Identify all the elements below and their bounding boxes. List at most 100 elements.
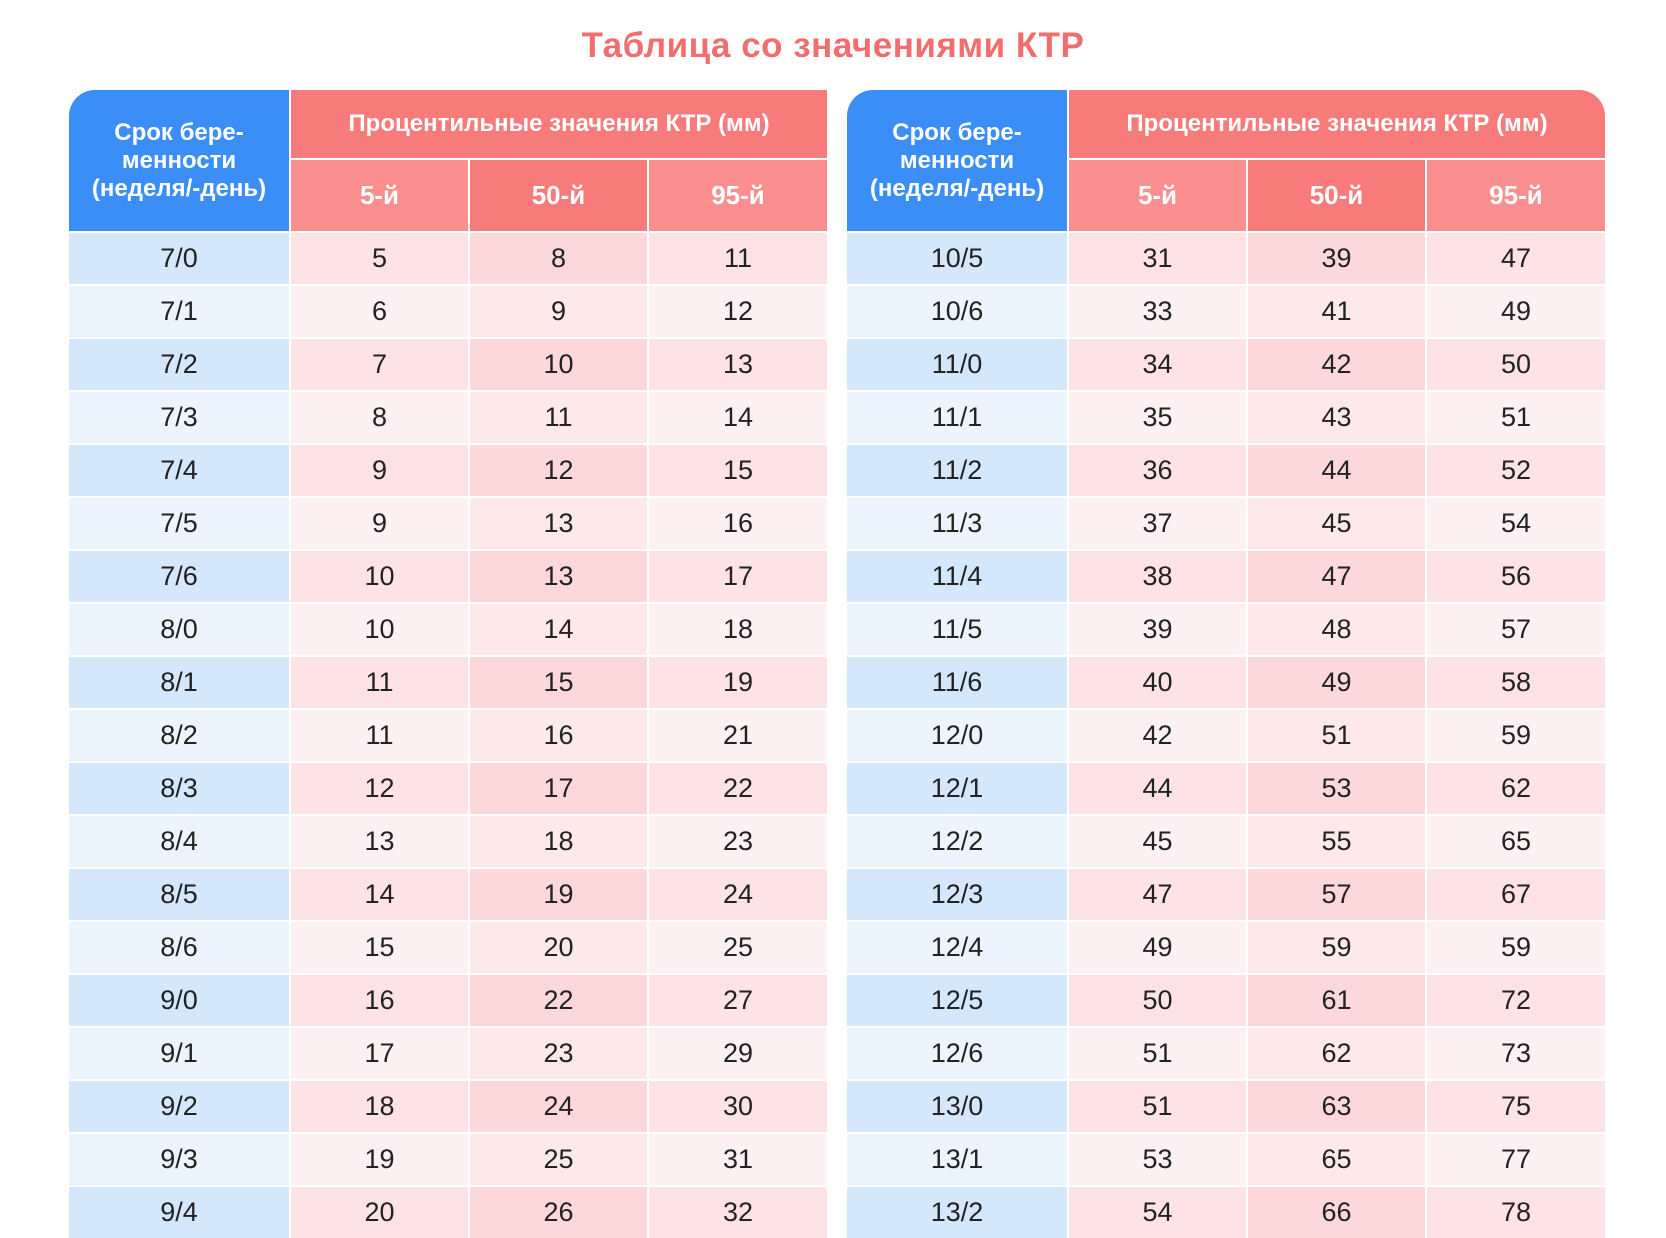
- table-row: 8/3 12 17 22: [69, 763, 827, 814]
- table-row: 12/3 47 57 67: [847, 869, 1605, 920]
- table-row: 10/5 31 39 47: [847, 233, 1605, 284]
- p5-cell: 17: [291, 1028, 468, 1079]
- p50-cell: 23: [470, 1028, 647, 1079]
- p5-cell: 16: [291, 975, 468, 1026]
- p50-cell: 12: [470, 445, 647, 496]
- term-cell: 7/5: [69, 498, 289, 549]
- term-cell: 9/3: [69, 1134, 289, 1185]
- table-row: 11/5 39 48 57: [847, 604, 1605, 655]
- header-p95: 95-й: [1427, 160, 1605, 231]
- table-header: Срок бере-менности (неделя/-день) Процент…: [847, 90, 1605, 231]
- p5-cell: 31: [1069, 233, 1246, 284]
- table-row: 8/2 11 16 21: [69, 710, 827, 761]
- p5-cell: 45: [1069, 816, 1246, 867]
- term-cell: 11/4: [847, 551, 1067, 602]
- p95-cell: 59: [1427, 710, 1605, 761]
- table-row: 9/1 17 23 29: [69, 1028, 827, 1079]
- p5-cell: 37: [1069, 498, 1246, 549]
- p5-cell: 5: [291, 233, 468, 284]
- p95-cell: 58: [1427, 657, 1605, 708]
- p50-cell: 49: [1248, 657, 1425, 708]
- p95-cell: 31: [649, 1134, 827, 1185]
- p5-cell: 20: [291, 1187, 468, 1238]
- p5-cell: 8: [291, 392, 468, 443]
- p5-cell: 54: [1069, 1187, 1246, 1238]
- p50-cell: 10: [470, 339, 647, 390]
- table-row: 9/2 18 24 30: [69, 1081, 827, 1132]
- p50-cell: 47: [1248, 551, 1425, 602]
- term-cell: 7/3: [69, 392, 289, 443]
- term-cell: 11/0: [847, 339, 1067, 390]
- p5-cell: 12: [291, 763, 468, 814]
- header-term: Срок бере-менности (неделя/-день): [847, 90, 1067, 231]
- term-cell: 7/1: [69, 286, 289, 337]
- term-cell: 9/0: [69, 975, 289, 1026]
- p5-cell: 38: [1069, 551, 1246, 602]
- term-cell: 10/5: [847, 233, 1067, 284]
- p50-cell: 51: [1248, 710, 1425, 761]
- p95-cell: 16: [649, 498, 827, 549]
- p95-cell: 18: [649, 604, 827, 655]
- table-row: 7/2 7 10 13: [69, 339, 827, 390]
- table-row: 12/4 49 59 59: [847, 922, 1605, 973]
- p50-cell: 42: [1248, 339, 1425, 390]
- header-percentiles: Процентильные значения КТР (мм): [291, 90, 827, 158]
- p50-cell: 20: [470, 922, 647, 973]
- p50-cell: 48: [1248, 604, 1425, 655]
- p5-cell: 53: [1069, 1134, 1246, 1185]
- p5-cell: 49: [1069, 922, 1246, 973]
- p95-cell: 67: [1427, 869, 1605, 920]
- table-row: 11/1 35 43 51: [847, 392, 1605, 443]
- table-row: 12/5 50 61 72: [847, 975, 1605, 1026]
- term-cell: 7/4: [69, 445, 289, 496]
- table-row: 8/1 11 15 19: [69, 657, 827, 708]
- term-cell: 11/3: [847, 498, 1067, 549]
- table-row: 12/2 45 55 65: [847, 816, 1605, 867]
- table-row: 12/0 42 51 59: [847, 710, 1605, 761]
- term-cell: 13/2: [847, 1187, 1067, 1238]
- p5-cell: 13: [291, 816, 468, 867]
- term-cell: 11/6: [847, 657, 1067, 708]
- term-cell: 7/2: [69, 339, 289, 390]
- term-cell: 12/0: [847, 710, 1067, 761]
- p5-cell: 10: [291, 551, 468, 602]
- table-row: 9/3 19 25 31: [69, 1134, 827, 1185]
- p5-cell: 47: [1069, 869, 1246, 920]
- page-title: Таблица со значениями КТР: [581, 26, 1085, 65]
- table-row: 8/6 15 20 25: [69, 922, 827, 973]
- p50-cell: 59: [1248, 922, 1425, 973]
- term-cell: 12/3: [847, 869, 1067, 920]
- table-row: 11/2 36 44 52: [847, 445, 1605, 496]
- p95-cell: 25: [649, 922, 827, 973]
- term-cell: 7/6: [69, 551, 289, 602]
- table-row: 11/0 34 42 50: [847, 339, 1605, 390]
- term-cell: 13/1: [847, 1134, 1067, 1185]
- p95-cell: 59: [1427, 922, 1605, 973]
- p95-cell: 56: [1427, 551, 1605, 602]
- p95-cell: 49: [1427, 286, 1605, 337]
- table-header: Срок бере-менности (неделя/-день) Процент…: [69, 90, 827, 231]
- p50-cell: 39: [1248, 233, 1425, 284]
- term-cell: 8/6: [69, 922, 289, 973]
- term-cell: 8/4: [69, 816, 289, 867]
- p5-cell: 50: [1069, 975, 1246, 1026]
- p5-cell: 18: [291, 1081, 468, 1132]
- p5-cell: 44: [1069, 763, 1246, 814]
- p5-cell: 51: [1069, 1028, 1246, 1079]
- p5-cell: 6: [291, 286, 468, 337]
- p50-cell: 61: [1248, 975, 1425, 1026]
- p50-cell: 45: [1248, 498, 1425, 549]
- p95-cell: 15: [649, 445, 827, 496]
- table-row: 7/3 8 11 14: [69, 392, 827, 443]
- p50-cell: 43: [1248, 392, 1425, 443]
- p95-cell: 77: [1427, 1134, 1605, 1185]
- p50-cell: 63: [1248, 1081, 1425, 1132]
- p95-cell: 51: [1427, 392, 1605, 443]
- p5-cell: 9: [291, 445, 468, 496]
- ktr-table-left: Срок бере-менности (неделя/-день) Процент…: [69, 90, 827, 1238]
- header-p5: 5-й: [291, 160, 468, 231]
- header-p5: 5-й: [1069, 160, 1246, 231]
- table-row: 7/1 6 9 12: [69, 286, 827, 337]
- p95-cell: 24: [649, 869, 827, 920]
- term-cell: 13/0: [847, 1081, 1067, 1132]
